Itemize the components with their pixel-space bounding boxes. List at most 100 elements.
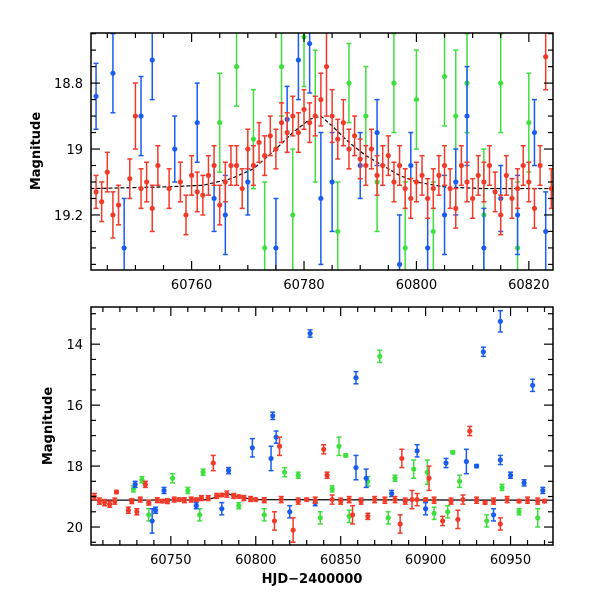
data-point bbox=[464, 113, 470, 119]
data-point bbox=[363, 475, 369, 481]
series-green bbox=[130, 349, 541, 528]
data-point bbox=[484, 518, 490, 524]
data-point bbox=[531, 129, 538, 136]
data-point bbox=[239, 185, 245, 192]
data-point bbox=[323, 64, 330, 70]
data-point bbox=[368, 146, 375, 152]
data-point bbox=[132, 113, 139, 119]
plot-area bbox=[91, 309, 553, 544]
series-red-baseline bbox=[129, 490, 541, 507]
data-point bbox=[463, 458, 469, 465]
data-point bbox=[363, 162, 369, 169]
data-point bbox=[127, 176, 133, 182]
data-point bbox=[340, 120, 346, 126]
data-point bbox=[458, 162, 464, 169]
data-point bbox=[284, 129, 290, 136]
data-point bbox=[198, 495, 205, 501]
data-point bbox=[138, 113, 144, 119]
data-point bbox=[526, 179, 532, 185]
data-point bbox=[448, 498, 454, 504]
data-point bbox=[396, 261, 403, 267]
data-point bbox=[197, 512, 203, 518]
data-point bbox=[159, 498, 165, 504]
data-point bbox=[146, 512, 152, 518]
data-point bbox=[295, 57, 301, 63]
data-point bbox=[307, 120, 313, 126]
data-point bbox=[453, 113, 459, 119]
data-point bbox=[304, 496, 310, 503]
data-point bbox=[329, 496, 335, 503]
data-point bbox=[441, 73, 448, 80]
data-point bbox=[222, 212, 228, 218]
data-point bbox=[516, 498, 522, 504]
data-point bbox=[531, 205, 538, 211]
data-point bbox=[365, 513, 371, 519]
data-point bbox=[185, 487, 191, 494]
data-point bbox=[317, 515, 323, 521]
data-point bbox=[171, 496, 177, 503]
data-point bbox=[431, 510, 437, 516]
plot-area bbox=[91, 33, 553, 270]
bottom-y-axis-title: Magnitude bbox=[41, 387, 56, 466]
top-y-axis-title: Magnitude bbox=[29, 112, 44, 191]
data-point bbox=[194, 189, 200, 195]
data-point bbox=[250, 162, 257, 169]
data-point bbox=[439, 518, 446, 524]
data-point bbox=[224, 491, 230, 497]
data-point bbox=[414, 448, 420, 454]
data-point bbox=[110, 212, 116, 218]
data-point bbox=[392, 496, 398, 503]
data-point bbox=[399, 455, 405, 462]
data-point bbox=[541, 498, 548, 504]
data-point bbox=[161, 487, 167, 494]
data-point bbox=[231, 493, 237, 499]
data-point bbox=[144, 179, 150, 185]
data-point bbox=[425, 195, 431, 202]
data-point bbox=[324, 472, 330, 478]
data-point bbox=[149, 205, 155, 211]
data-point bbox=[514, 185, 521, 192]
series-blue bbox=[132, 309, 546, 534]
data-point bbox=[425, 245, 431, 251]
data-point bbox=[134, 509, 140, 515]
data-point bbox=[295, 472, 301, 478]
data-point bbox=[107, 501, 113, 507]
data-point bbox=[273, 146, 279, 152]
data-point bbox=[267, 133, 273, 139]
data-point bbox=[273, 245, 279, 251]
data-point bbox=[526, 120, 532, 126]
data-point bbox=[392, 475, 398, 481]
y-tick-label: 20 bbox=[66, 521, 83, 536]
data-point bbox=[154, 497, 160, 503]
data-point bbox=[282, 469, 288, 475]
data-point bbox=[261, 497, 267, 503]
data-point bbox=[481, 179, 487, 185]
data-point bbox=[233, 64, 240, 70]
data-point bbox=[473, 497, 480, 503]
data-point bbox=[241, 495, 247, 501]
data-point bbox=[236, 493, 242, 500]
data-point bbox=[96, 498, 103, 504]
data-point bbox=[490, 498, 497, 504]
data-point bbox=[236, 503, 242, 509]
data-point bbox=[217, 202, 223, 208]
data-point bbox=[137, 496, 143, 503]
data-point bbox=[181, 497, 188, 503]
data-point bbox=[426, 475, 432, 481]
data-point bbox=[385, 515, 391, 521]
data-point bbox=[104, 169, 110, 175]
x-tick-label: 60800 bbox=[396, 278, 437, 293]
data-point bbox=[99, 199, 105, 205]
data-point bbox=[346, 80, 352, 86]
data-point bbox=[307, 40, 313, 47]
data-point bbox=[402, 185, 408, 192]
data-point bbox=[188, 496, 194, 503]
data-point bbox=[335, 228, 341, 235]
data-point bbox=[271, 518, 278, 524]
data-point bbox=[391, 179, 397, 185]
data-point bbox=[262, 153, 268, 159]
data-point bbox=[93, 93, 99, 99]
data-point bbox=[497, 318, 503, 324]
data-point bbox=[335, 136, 341, 142]
